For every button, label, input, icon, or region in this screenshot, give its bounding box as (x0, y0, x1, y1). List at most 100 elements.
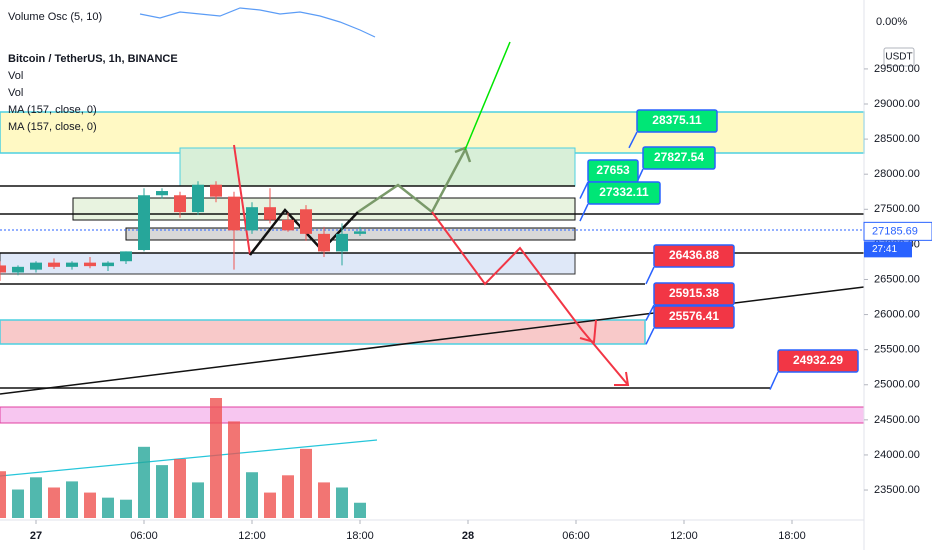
volume-bar (138, 446, 150, 518)
y-tick-label: 24000.00 (874, 449, 920, 461)
zone (0, 111, 865, 154)
x-tick-label: 18:00 (346, 530, 374, 542)
candle-body (300, 209, 312, 234)
indicator-label: MA (157, close, 0) (8, 121, 97, 133)
x-tick-label: 06:00 (562, 530, 590, 542)
candle-body (354, 231, 366, 234)
callout-pointer (645, 266, 655, 285)
zone (0, 406, 865, 424)
candle-body (84, 262, 96, 267)
volume-bar (84, 492, 96, 518)
x-tick-label: 06:00 (130, 530, 158, 542)
candle-body (48, 262, 60, 267)
callout-pointer (645, 327, 655, 345)
price-callout (777, 349, 859, 373)
indicator-label: Vol (8, 70, 23, 82)
arrow-head (579, 319, 597, 344)
zone (0, 319, 646, 345)
y-tick-label: 29500.00 (874, 63, 920, 75)
arrow-head (614, 371, 630, 386)
candle-body (264, 207, 276, 220)
volume-bar (48, 487, 60, 518)
x-tick-label: 28 (462, 530, 474, 542)
candle-body (120, 251, 132, 262)
drawings (0, 0, 865, 550)
y-tick-label: 28500.00 (874, 133, 920, 145)
x-tick-label: 27 (30, 530, 42, 542)
candle-body (156, 191, 168, 196)
candle-body (138, 195, 150, 250)
zone (179, 147, 576, 187)
volume-bar (210, 398, 222, 518)
volume-bar (192, 482, 204, 518)
price-callout-label: 28375.11 (652, 113, 702, 127)
y-tick-label: 28000.00 (874, 168, 920, 180)
arrow (431, 211, 629, 386)
candle-body (174, 195, 186, 213)
x-tick-label: 18:00 (778, 530, 806, 542)
y-tick-label: 25000.00 (874, 379, 920, 391)
osc-line (139, 7, 376, 38)
volume-bar (354, 502, 366, 518)
y-tick-label: 25500.00 (874, 344, 920, 356)
candle-body (30, 262, 42, 270)
price-callout (587, 181, 661, 205)
indicator-label: Volume Osc (5, 10) (8, 11, 102, 23)
countdown: 27:41 (872, 244, 897, 255)
y-tick-label: 29000.00 (874, 98, 920, 110)
y-tick-label: 26000.00 (874, 308, 920, 320)
y-tick-label: 26500.00 (874, 273, 920, 285)
price-callout-label: 27653 (596, 163, 630, 177)
candle-body (318, 233, 330, 252)
arrow (357, 149, 467, 214)
x-tick-label: 12:00 (670, 530, 698, 542)
candle-body (282, 219, 294, 231)
candle-body (336, 233, 348, 252)
volume-bar (66, 481, 78, 518)
price-callout-label: 27827.54 (654, 150, 704, 164)
arrow (464, 41, 511, 151)
countdown-box (864, 241, 912, 258)
candle-body (102, 262, 114, 267)
candle-body (210, 184, 222, 197)
candle-body (66, 262, 78, 267)
candle-body (12, 266, 24, 273)
volume-bar (336, 487, 348, 518)
price-callout-label: 26436.88 (669, 248, 719, 262)
arrow-head (454, 146, 472, 163)
y-tick-label: 23500.00 (874, 484, 920, 496)
last-price-box (863, 221, 932, 241)
indicator-label: MA (157, close, 0) (8, 104, 97, 116)
chart-title: Bitcoin / TetherUS, 1h, BINANCE (8, 53, 178, 65)
indicator-label: Vol (8, 87, 23, 99)
price-callout (653, 282, 735, 306)
volume-bar (246, 472, 258, 518)
zone (125, 227, 576, 241)
currency: USDT (885, 52, 912, 63)
price-callout (636, 109, 718, 133)
price-callout-label: 27332.11 (599, 185, 649, 199)
candle-body (246, 207, 258, 231)
volume-bar (12, 489, 24, 518)
x-tick-label: 12:00 (238, 530, 266, 542)
volume-bar (174, 459, 186, 518)
callout-pointer (579, 181, 589, 199)
price-callout (653, 244, 735, 268)
price-callout-label: 24932.29 (793, 353, 843, 367)
volume-bar (0, 471, 6, 518)
y-tick-label: 24500.00 (874, 414, 920, 426)
currency-box (883, 47, 915, 67)
arrow (233, 144, 251, 256)
volume-bar (318, 482, 330, 518)
callout-pointer (769, 371, 779, 390)
callout-pointer (579, 203, 589, 222)
volume-bar (282, 475, 294, 518)
volume-bar (156, 465, 168, 518)
y-tick-label: 27500.00 (874, 203, 920, 215)
price-callout-label: 25915.38 (669, 286, 719, 300)
volume-bar (264, 492, 276, 518)
callout-pointer (645, 304, 655, 321)
volume-bar (102, 497, 114, 518)
candle-body (192, 184, 204, 213)
price-callout (653, 305, 735, 329)
